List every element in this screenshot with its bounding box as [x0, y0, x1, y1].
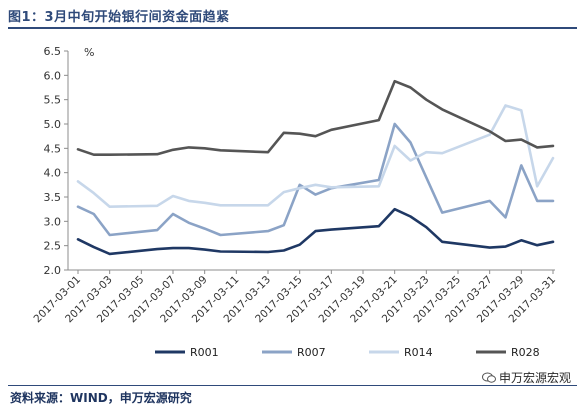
watermark: 申万宏源宏观: [481, 369, 571, 386]
y-tick-label: 3.5: [44, 191, 62, 204]
y-tick-label: 5.5: [44, 94, 62, 107]
series-line-r007: [76, 122, 555, 237]
y-tick-label: 3.0: [44, 215, 62, 228]
legend-label-r001: R001: [190, 346, 219, 359]
y-tick-label: 4.5: [44, 142, 62, 155]
legend-label-r028: R028: [511, 346, 540, 359]
title-bar: 图1：3月中旬开始银行间资金面趋紧: [8, 5, 577, 29]
y-unit-label: %: [84, 46, 94, 59]
series-lines: [76, 79, 555, 256]
y-tick-label: 4.0: [44, 167, 62, 180]
watermark-text: 申万宏源宏观: [498, 371, 571, 385]
y-tick-label: 6.5: [44, 45, 62, 58]
y-axis: 2.0 2.5 3.0 3.5 4.0 4.5 5.0 5.5 6.0 6.5: [44, 45, 69, 277]
line-chart: 2.0 2.5 3.0 3.5 4.0 4.5 5.0 5.5 6.0 6.5 2017-03-0…: [31, 45, 558, 359]
y-tick-label: 2.5: [44, 240, 62, 253]
legend: R001 R007 R014 R028: [155, 346, 540, 359]
source-note: 资料来源：WIND，申万宏源研究: [10, 391, 192, 405]
x-axis: 2017-03-012017-03-032017-03-052017-03-07…: [31, 269, 558, 325]
chart-title: 图1：3月中旬开始银行间资金面趋紧: [8, 10, 230, 25]
footer-divider: [8, 385, 577, 386]
series-line-r028: [76, 79, 555, 156]
series-line-r014: [76, 104, 555, 208]
legend-label-r007: R007: [297, 346, 326, 359]
y-tick-label: 2.0: [44, 264, 62, 277]
y-tick-label: 6.0: [44, 69, 62, 82]
chat-bubble-icon: [481, 372, 496, 384]
legend-label-r014: R014: [404, 346, 433, 359]
y-tick-label: 5.0: [44, 118, 62, 131]
series-line-r001: [76, 207, 555, 256]
